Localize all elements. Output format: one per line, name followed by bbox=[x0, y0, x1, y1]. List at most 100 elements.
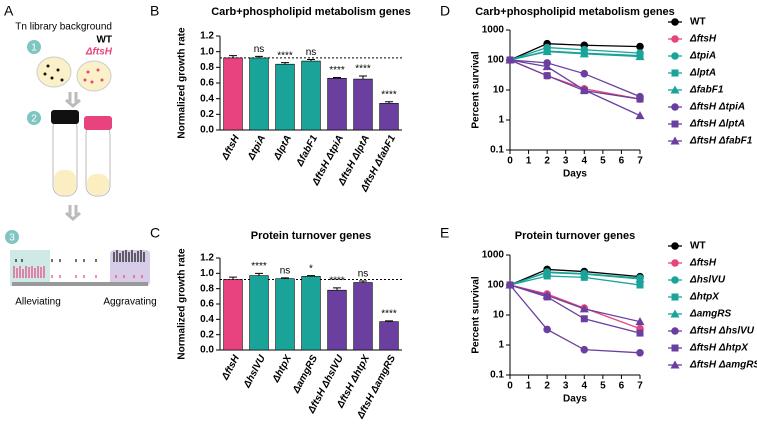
x-tick-label: ΔftsH bbox=[220, 353, 243, 383]
y-axis-label: Normalized growth rate bbox=[177, 248, 188, 360]
y-tick-label: 1.2 bbox=[200, 253, 214, 264]
significance-label: **** bbox=[277, 50, 293, 61]
y-tick-label: 10 bbox=[493, 85, 505, 96]
series-line bbox=[509, 284, 641, 354]
step-badge bbox=[27, 111, 41, 125]
legend-label: ΔhslVU bbox=[689, 275, 726, 286]
data-point bbox=[542, 290, 552, 299]
legend-marker bbox=[671, 35, 679, 43]
y-axis-label: Percent survival bbox=[471, 276, 482, 353]
series-line bbox=[509, 284, 641, 334]
wt-label: WT bbox=[96, 35, 112, 46]
x-tick-label: 2 bbox=[544, 381, 550, 392]
significance-label: * bbox=[309, 263, 313, 274]
legend-label: ΔftsH bbox=[689, 34, 717, 45]
bar bbox=[223, 57, 243, 131]
significance-label: **** bbox=[329, 276, 345, 287]
legend-marker bbox=[671, 259, 679, 267]
x-tick-label: 1 bbox=[526, 156, 532, 167]
barcodes bbox=[15, 250, 145, 262]
x-axis-label: Days bbox=[563, 169, 587, 180]
error-bar bbox=[281, 62, 289, 65]
significance-label: **** bbox=[381, 309, 397, 320]
panel-label: C bbox=[150, 225, 160, 241]
data-point bbox=[542, 62, 552, 71]
data-point bbox=[635, 317, 645, 326]
error-bar bbox=[281, 277, 289, 279]
plate bbox=[36, 56, 72, 88]
tube-cap bbox=[84, 116, 112, 130]
bar bbox=[275, 63, 295, 131]
legend-marker bbox=[671, 69, 679, 77]
step-badge bbox=[5, 230, 19, 244]
significance-label: **** bbox=[329, 65, 345, 76]
legend-marker bbox=[670, 136, 680, 145]
y-tick-label: 0.0 bbox=[200, 345, 214, 356]
data-point bbox=[505, 280, 515, 289]
series-line bbox=[509, 43, 641, 61]
legend-marker bbox=[671, 344, 679, 352]
error-bar bbox=[359, 280, 367, 283]
x-tick-label: 3 bbox=[563, 381, 569, 392]
y-tick-label: 100 bbox=[487, 55, 504, 66]
legend-marker bbox=[671, 103, 679, 111]
chart-title: Protein turnover genes bbox=[515, 230, 635, 242]
legend-marker bbox=[671, 293, 679, 301]
series-line bbox=[509, 59, 641, 100]
panel-label: E bbox=[440, 225, 449, 241]
diagram: Tn library background WT ΔftsH 1 2 3 All… bbox=[5, 22, 157, 308]
error-bar bbox=[333, 77, 341, 79]
error-bar bbox=[359, 75, 367, 80]
arrow bbox=[65, 92, 81, 108]
bar bbox=[353, 78, 373, 131]
series-line bbox=[509, 268, 641, 286]
legend-label: ΔftsH ΔhtpX bbox=[689, 343, 749, 354]
data-point bbox=[579, 85, 589, 94]
alleviating-label: Alleviating bbox=[15, 297, 61, 308]
bar bbox=[327, 78, 347, 131]
legend-label: ΔfabF1 bbox=[689, 85, 724, 96]
data-point bbox=[543, 325, 551, 334]
y-tick-label: 1 bbox=[498, 340, 504, 351]
error-bar bbox=[333, 287, 341, 291]
chart-title: Carb+phospholipid metabolism genes bbox=[211, 6, 411, 18]
legend-marker bbox=[671, 52, 679, 60]
data-point bbox=[580, 345, 589, 354]
data-point bbox=[635, 52, 645, 61]
legend-marker bbox=[671, 120, 679, 128]
legend-marker bbox=[671, 18, 679, 26]
arrow bbox=[65, 205, 81, 221]
bar bbox=[275, 278, 295, 351]
plate bbox=[76, 60, 112, 92]
series-line bbox=[509, 284, 641, 330]
data-point bbox=[635, 111, 645, 120]
error-bar bbox=[307, 275, 315, 277]
chart-title: Carb+phospholipid metabolism genes bbox=[475, 6, 675, 18]
y-tick-label: 1000 bbox=[482, 250, 505, 261]
diagram-heading: Tn library background bbox=[15, 22, 112, 33]
x-tick-label: ΔlptA bbox=[272, 133, 294, 162]
step-badge bbox=[27, 40, 41, 54]
significance-label: **** bbox=[381, 89, 397, 100]
y-tick-label: 0.2 bbox=[200, 329, 214, 340]
legend-label: ΔtpiA bbox=[689, 51, 716, 62]
significance-label: ns bbox=[280, 266, 291, 277]
data-point bbox=[636, 95, 644, 103]
data-point bbox=[636, 348, 644, 357]
chart-title: Protein turnover genes bbox=[251, 230, 371, 242]
panel-label: B bbox=[150, 3, 159, 19]
step-number: 3 bbox=[9, 233, 15, 244]
step-number: 2 bbox=[31, 114, 37, 125]
y-tick-label: 10 bbox=[493, 310, 505, 321]
x-tick-label: ΔhtpX bbox=[270, 352, 294, 385]
significance-label: ns bbox=[254, 44, 265, 55]
y-tick-label: 0.1 bbox=[490, 145, 504, 156]
significance-label: ns bbox=[358, 269, 369, 280]
series-line bbox=[509, 50, 641, 61]
y-tick-label: 0.1 bbox=[490, 370, 504, 381]
legend-label: WT bbox=[690, 241, 706, 252]
colonies bbox=[83, 68, 104, 84]
error-bar bbox=[229, 276, 237, 280]
data-point bbox=[542, 268, 552, 277]
y-axis-label: Normalized growth rate bbox=[177, 27, 188, 139]
